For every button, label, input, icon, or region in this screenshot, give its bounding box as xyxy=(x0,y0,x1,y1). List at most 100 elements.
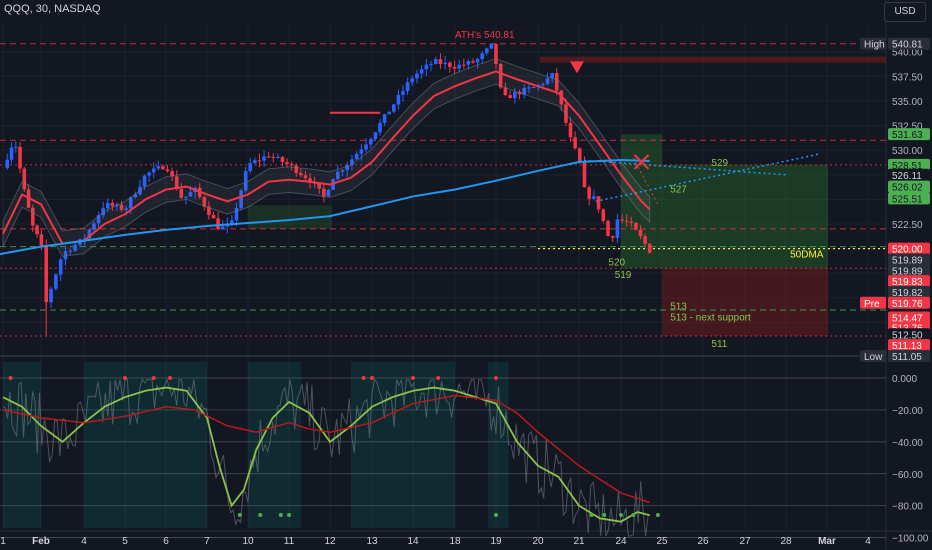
osc-raw-line xyxy=(2,378,649,537)
candle-body xyxy=(285,162,289,164)
candle-body xyxy=(550,73,554,79)
price-badge xyxy=(888,339,930,352)
candle-body xyxy=(624,220,629,222)
price-badge-label: 519.89 xyxy=(892,266,923,277)
candle-body xyxy=(466,61,471,65)
chart-symbol-title[interactable]: QQQ, 30, NASDAQ xyxy=(4,3,101,15)
x-tick-label: 10 xyxy=(242,536,254,547)
signal-dot xyxy=(589,513,594,517)
chart-annotation: 529 xyxy=(711,158,728,169)
candle-body xyxy=(220,226,225,230)
candle-body xyxy=(596,196,601,210)
candle-body xyxy=(35,225,39,235)
candle-body xyxy=(87,229,92,239)
chart-annotation: ATH's 540.81 xyxy=(455,30,515,41)
candle-body xyxy=(49,288,53,303)
candle-body xyxy=(96,215,101,224)
signal-dot xyxy=(278,513,283,517)
currency-button[interactable]: USD xyxy=(884,2,926,22)
price-badge-label: 519.89 xyxy=(892,255,923,266)
candle-body xyxy=(317,183,322,189)
candle-body xyxy=(457,64,461,69)
price-badge xyxy=(888,180,930,193)
candle-body xyxy=(513,92,517,99)
candle-body xyxy=(405,82,410,92)
signal-dot xyxy=(287,513,291,517)
candle-body xyxy=(392,104,396,112)
x-tick-label: Mar xyxy=(818,536,836,547)
chart-annotation: 513 xyxy=(670,302,687,313)
osc-fast-line xyxy=(2,386,650,523)
chart-annotation: 511 xyxy=(711,339,727,350)
candle-body xyxy=(359,149,364,154)
candle-body xyxy=(489,43,494,49)
x-tick-label: Feb xyxy=(32,536,50,547)
candle-body xyxy=(179,188,184,198)
price-badge-label: 531.63 xyxy=(892,130,923,141)
x-tick-label: 26 xyxy=(697,536,709,547)
osc-tick-label: −20.00 xyxy=(892,406,923,417)
candle-body xyxy=(289,163,294,166)
price-badge xyxy=(888,264,930,277)
price-badge-tag-label: Pre xyxy=(864,299,880,310)
candle-body xyxy=(433,59,438,64)
candle-body xyxy=(170,171,174,177)
candle-body xyxy=(5,159,10,168)
x-tick-label: 4 xyxy=(865,536,871,547)
candle-body xyxy=(522,87,527,95)
signal-dot xyxy=(168,376,173,380)
price-badge xyxy=(888,311,930,324)
x-tick-label: 7 xyxy=(204,536,210,547)
signal-dot xyxy=(258,513,263,517)
osc-tick-label: −100.00 xyxy=(892,534,929,545)
chart-annotation: 520 xyxy=(608,257,625,268)
candle-body xyxy=(58,259,63,275)
price-badge xyxy=(888,349,930,362)
price-badge xyxy=(888,158,930,171)
candle-body xyxy=(541,83,545,86)
osc-tick-label: −80.00 xyxy=(892,502,923,513)
candle-body xyxy=(527,87,531,89)
candle-body xyxy=(587,187,591,199)
candle-body xyxy=(503,87,508,96)
candle-body xyxy=(216,218,220,230)
signal-dot xyxy=(361,376,366,380)
candle-body xyxy=(415,73,419,79)
candle-body xyxy=(54,274,58,289)
candle-body xyxy=(615,219,620,238)
candle-body xyxy=(230,220,234,224)
candle-body xyxy=(573,137,577,149)
price-badge-label: 540.81 xyxy=(892,40,923,51)
x-tick-label: 24 xyxy=(615,536,627,547)
price-badge-label: 526.11 xyxy=(892,171,922,182)
x-tick-label: 28 xyxy=(780,536,792,547)
candle-body xyxy=(18,146,22,169)
candle-body xyxy=(610,236,615,238)
cross-marker xyxy=(633,154,650,170)
price-badge-label: 512.50 xyxy=(892,330,923,341)
signal-dot xyxy=(237,513,242,517)
candle-body xyxy=(303,175,308,179)
x-tick-label: 5 xyxy=(122,536,128,547)
candle-body xyxy=(322,188,326,197)
candle-body xyxy=(484,48,489,54)
y-tick-label: 535.00 xyxy=(892,97,923,108)
candle-body xyxy=(443,62,447,64)
x-tick-label: 20 xyxy=(532,536,544,547)
price-badge xyxy=(888,296,930,309)
price-badge-label: 526.02 xyxy=(892,183,923,194)
down-arrow-marker xyxy=(569,61,584,74)
candle-body xyxy=(308,178,312,183)
candle-body xyxy=(629,221,634,223)
osc-tick-label: 0.000 xyxy=(892,374,917,385)
candle-body xyxy=(373,132,378,140)
y-tick-label: 522.50 xyxy=(892,220,923,231)
x-tick-label: 25 xyxy=(656,536,668,547)
candle-body xyxy=(345,165,350,171)
candle-body xyxy=(31,207,35,226)
candle-body xyxy=(378,122,382,133)
y-tick-label: 540.00 xyxy=(892,48,923,59)
candle-body xyxy=(577,148,582,163)
